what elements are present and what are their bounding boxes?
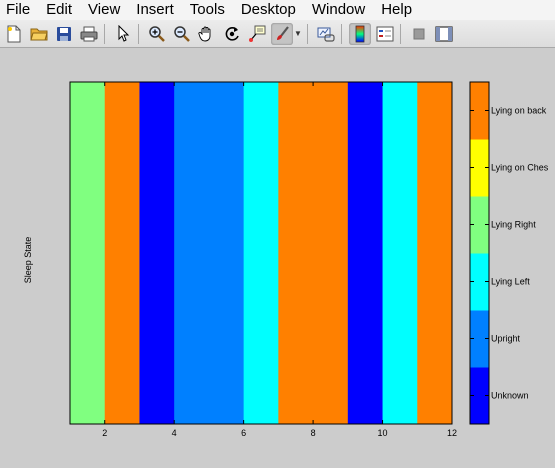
toolbar-separator [307,23,308,44]
zoom-out-icon[interactable] [171,23,193,45]
heatmap-cell [174,82,210,424]
brush-icon[interactable] [271,22,293,45]
plot-frame [69,81,453,425]
x-tick-label: 8 [311,428,316,438]
heatmap-cell [104,82,140,424]
x-tick-label: 6 [241,428,246,438]
heatmap-cell [417,82,453,424]
heatmap-cell [313,82,349,424]
toolbar-separator [138,23,139,44]
x-tick-label: 12 [447,428,457,438]
heatmap-cell [243,82,279,424]
heatmap-cell [70,82,106,424]
pan-hand-icon[interactable] [196,23,218,45]
menu-file[interactable]: File [6,1,31,18]
colorbar-label: Lying Left [491,277,530,287]
heatmap-cell [139,82,175,424]
x-tick-label: 2 [102,428,107,438]
menu-help[interactable]: Help [381,1,413,18]
colorbar-label: Lying Right [491,220,536,230]
colorbar-icon[interactable] [349,22,371,45]
colorbar-frame [469,81,490,425]
colorbar-label: Lying on back [491,106,547,116]
heatmap-cell [347,82,384,424]
x-tick-label: 4 [172,428,177,438]
x-tick-label: 10 [378,428,388,438]
colorbar-segment [470,82,489,140]
menu-edit[interactable]: Edit [46,1,73,18]
legend-icon[interactable] [374,23,396,45]
colorbar-segment [470,139,489,197]
y-axis-label: Sleep State [23,236,33,284]
heatmap-plot: 2 4 6 8 10 12 [69,81,457,438]
menu-view[interactable]: View [88,1,121,18]
save-icon[interactable] [53,23,75,45]
print-icon[interactable] [78,23,100,45]
colorbar-label: Lying on Ches [491,163,549,173]
zoom-in-icon[interactable] [146,23,168,45]
hide-plot-tools-icon[interactable] [408,23,430,45]
menu-desktop[interactable]: Desktop [240,1,296,18]
heatmap-cell [382,82,418,424]
show-plot-tools-icon[interactable] [433,23,455,45]
toolbar-separator [341,23,342,44]
colorbar-segment [470,253,489,311]
heatmap-cell [208,82,245,424]
chevron-down-icon[interactable]: ▼ [294,29,302,38]
colorbar-segment [470,367,489,425]
figure-canvas: 2 4 6 8 10 12 Unknown Upright Lying Left Lying R… [69,81,549,438]
colorbar-segment [470,196,489,254]
colorbar-label: Unknown [491,391,529,401]
menu-window[interactable]: Window [311,1,366,18]
new-file-icon[interactable] [3,23,25,45]
figure-toolbar: ▼ [0,20,555,48]
open-folder-icon[interactable] [28,23,50,45]
rotate-3d-icon[interactable] [221,23,243,45]
toolbar-separator [104,23,105,44]
toolbar-separator [400,23,401,44]
data-cursor-icon[interactable] [246,23,268,45]
link-plot-icon[interactable] [315,23,337,45]
colorbar-label: Upright [491,334,521,344]
pointer-icon[interactable] [112,23,134,45]
menu-tools[interactable]: Tools [189,1,225,18]
heatmap-cell [278,82,314,424]
menu-bar: File Edit View Insert Tools Desktop Wind… [0,0,555,20]
colorbar: Unknown Upright Lying Left Lying Right Lying… [469,81,549,425]
menu-insert[interactable]: Insert [136,1,174,18]
colorbar-segment [470,310,489,368]
